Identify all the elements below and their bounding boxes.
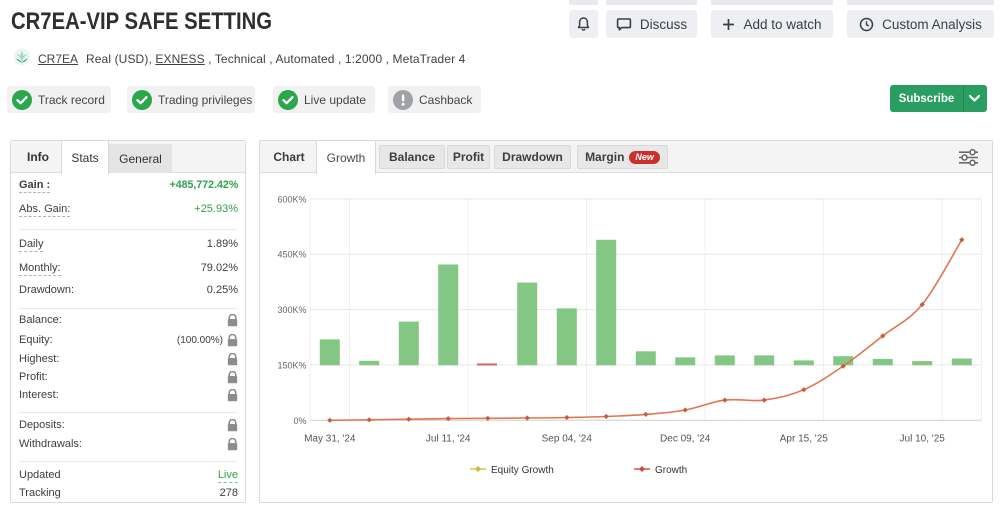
svg-text:150K%: 150K%: [277, 360, 306, 370]
svg-text:0%: 0%: [293, 416, 306, 426]
svg-text:Jul 11, '24: Jul 11, '24: [426, 434, 471, 445]
svg-text:600K%: 600K%: [277, 194, 306, 204]
svg-text:May 31, '24: May 31, '24: [304, 434, 356, 445]
svg-text:Apr 15, '25: Apr 15, '25: [780, 434, 828, 445]
svg-text:300K%: 300K%: [277, 305, 306, 315]
svg-text:Dec 09, '24: Dec 09, '24: [660, 434, 711, 445]
svg-text:Sep 04, '24: Sep 04, '24: [542, 434, 593, 445]
svg-text:Growth: Growth: [655, 465, 687, 476]
svg-text:450K%: 450K%: [277, 250, 306, 260]
svg-text:Jul 10, '25: Jul 10, '25: [900, 434, 946, 445]
svg-text:Equity Growth: Equity Growth: [491, 465, 554, 476]
